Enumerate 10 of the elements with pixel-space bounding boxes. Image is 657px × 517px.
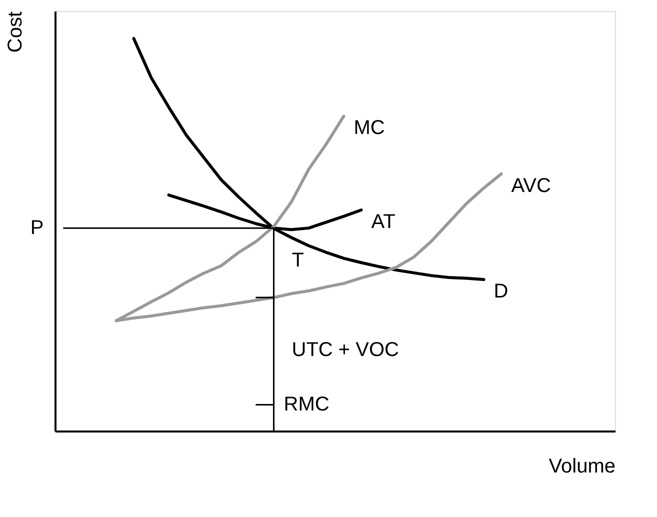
series-label: P <box>30 217 44 240</box>
series-label: D <box>494 280 508 302</box>
annotation: T <box>292 250 304 272</box>
y-axis-title: Cost <box>4 11 26 53</box>
series-label: AVC <box>511 174 551 197</box>
x-axis-title: Volume <box>548 456 616 478</box>
series-label: RMC <box>284 394 330 416</box>
series-label: AT <box>371 211 396 234</box>
series-label: MC <box>354 117 385 140</box>
annotation: UTC + VOC <box>292 338 399 361</box>
